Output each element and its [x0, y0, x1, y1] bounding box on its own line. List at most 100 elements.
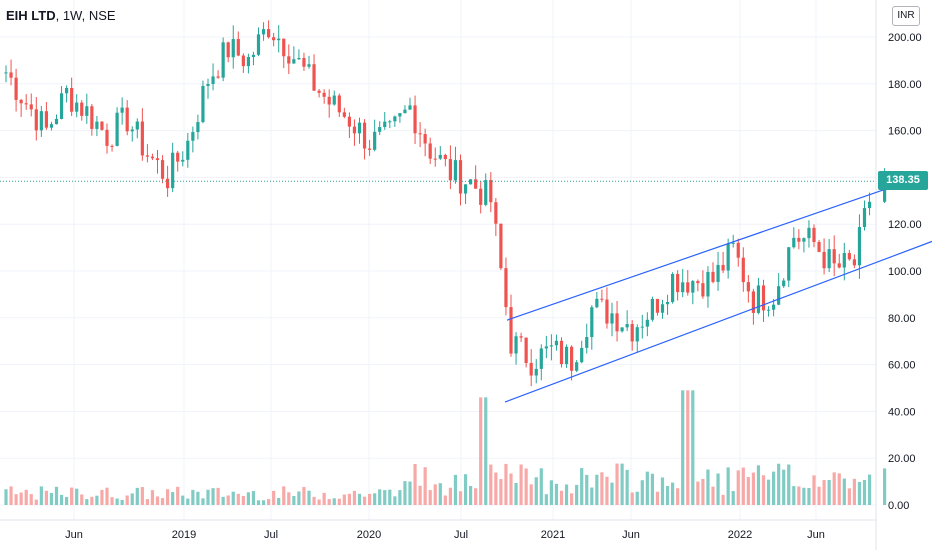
volume-bar	[817, 486, 821, 505]
candle-body	[181, 159, 185, 162]
volume-bar	[625, 469, 629, 505]
volume-bar	[59, 494, 64, 505]
volume-bar	[559, 490, 564, 505]
time-tick-label: Jul	[454, 529, 468, 541]
volume-bar	[766, 479, 771, 505]
volume-bar	[554, 483, 559, 505]
volume-bar	[438, 483, 442, 505]
candle-body	[140, 121, 144, 156]
volume-bar	[676, 488, 680, 505]
candle-body	[741, 257, 745, 283]
candle-body	[655, 298, 660, 313]
candle-body	[75, 102, 79, 112]
volume-bar	[630, 492, 634, 505]
volume-bar	[176, 486, 180, 505]
candle-body	[852, 259, 856, 266]
volume-bar	[474, 488, 478, 505]
candle-body	[24, 103, 28, 105]
time-tick-label: 2021	[541, 529, 565, 541]
candle-body	[857, 227, 862, 266]
volume-bar	[398, 490, 402, 505]
candle-body	[797, 237, 801, 242]
candle-body	[373, 131, 377, 150]
time-tick-label: Jun	[807, 529, 825, 541]
candle-body	[176, 152, 180, 162]
volume-bar	[246, 492, 250, 505]
candle-body	[539, 348, 543, 369]
candle-body	[827, 249, 831, 269]
candle-body	[388, 121, 392, 123]
candle-body	[211, 76, 215, 84]
candle-body	[721, 264, 725, 271]
candle-body	[529, 362, 533, 376]
price-tick-label: 120.00	[888, 219, 922, 231]
price-tick-label: 160.00	[888, 126, 922, 138]
volume-bar	[807, 487, 811, 505]
volume-bar	[479, 397, 483, 505]
volume-bar	[883, 468, 887, 505]
volume-bar	[746, 477, 750, 505]
volume-bar	[322, 492, 326, 505]
candle-body	[282, 38, 286, 57]
candle-body	[686, 282, 690, 293]
candle-body	[575, 362, 579, 371]
candle-body	[544, 346, 548, 349]
volume-bar	[342, 494, 346, 505]
candle-body	[448, 159, 452, 181]
volume-bar	[302, 486, 306, 505]
candle-body	[216, 76, 220, 78]
price-tick-label: 20.00	[888, 453, 916, 465]
candle-body	[862, 208, 867, 228]
candle-body	[145, 155, 149, 157]
volume-bar	[75, 488, 79, 505]
candle-body	[600, 298, 604, 300]
volume-bar	[867, 474, 872, 505]
volume-bar	[453, 474, 458, 505]
volume-bar	[362, 496, 367, 505]
candle-body	[605, 299, 609, 324]
volume-bar	[261, 500, 266, 505]
candle-body	[509, 307, 513, 354]
candle-body	[443, 154, 447, 160]
volume-bar	[332, 498, 336, 505]
volume-bar	[539, 468, 543, 505]
volume-bar	[160, 498, 165, 505]
candle-body	[756, 285, 761, 313]
candle-body	[241, 55, 245, 67]
candle-body	[671, 273, 675, 302]
candle-body	[676, 273, 680, 293]
volume-bar	[862, 480, 867, 505]
currency-badge[interactable]: INR	[892, 6, 920, 26]
candle-body	[312, 64, 316, 91]
volume-bar	[716, 473, 720, 505]
volume-bar	[751, 472, 755, 505]
volume-bar	[620, 463, 624, 505]
candle-body	[196, 122, 200, 133]
candle-body	[711, 271, 715, 282]
candle-body	[812, 227, 816, 242]
volume-bar	[645, 471, 649, 505]
candle-body	[479, 188, 483, 205]
candle-body	[150, 156, 155, 159]
candle-body	[332, 95, 336, 105]
price-tick-label: 100.00	[888, 266, 922, 278]
volume-bar	[832, 472, 836, 505]
volume-bar	[54, 486, 59, 505]
volume-bar	[297, 491, 301, 505]
volume-bar	[443, 495, 447, 505]
volume-bar	[352, 490, 357, 505]
time-tick-label: 2019	[172, 529, 196, 541]
symbol-name: EIH LTD	[6, 8, 56, 23]
volume-bar	[787, 464, 791, 505]
volume-bar	[241, 495, 245, 505]
candle-body	[706, 271, 710, 297]
candle-body	[322, 92, 326, 97]
price-tick-label: 0.00	[888, 500, 909, 512]
candle-body	[590, 307, 594, 338]
candle-body	[822, 251, 826, 269]
volume-bar	[337, 498, 341, 505]
volume-bar	[378, 489, 382, 505]
volume-bar	[706, 469, 710, 505]
chart-title: EIH LTD, 1W, NSE	[6, 8, 116, 23]
